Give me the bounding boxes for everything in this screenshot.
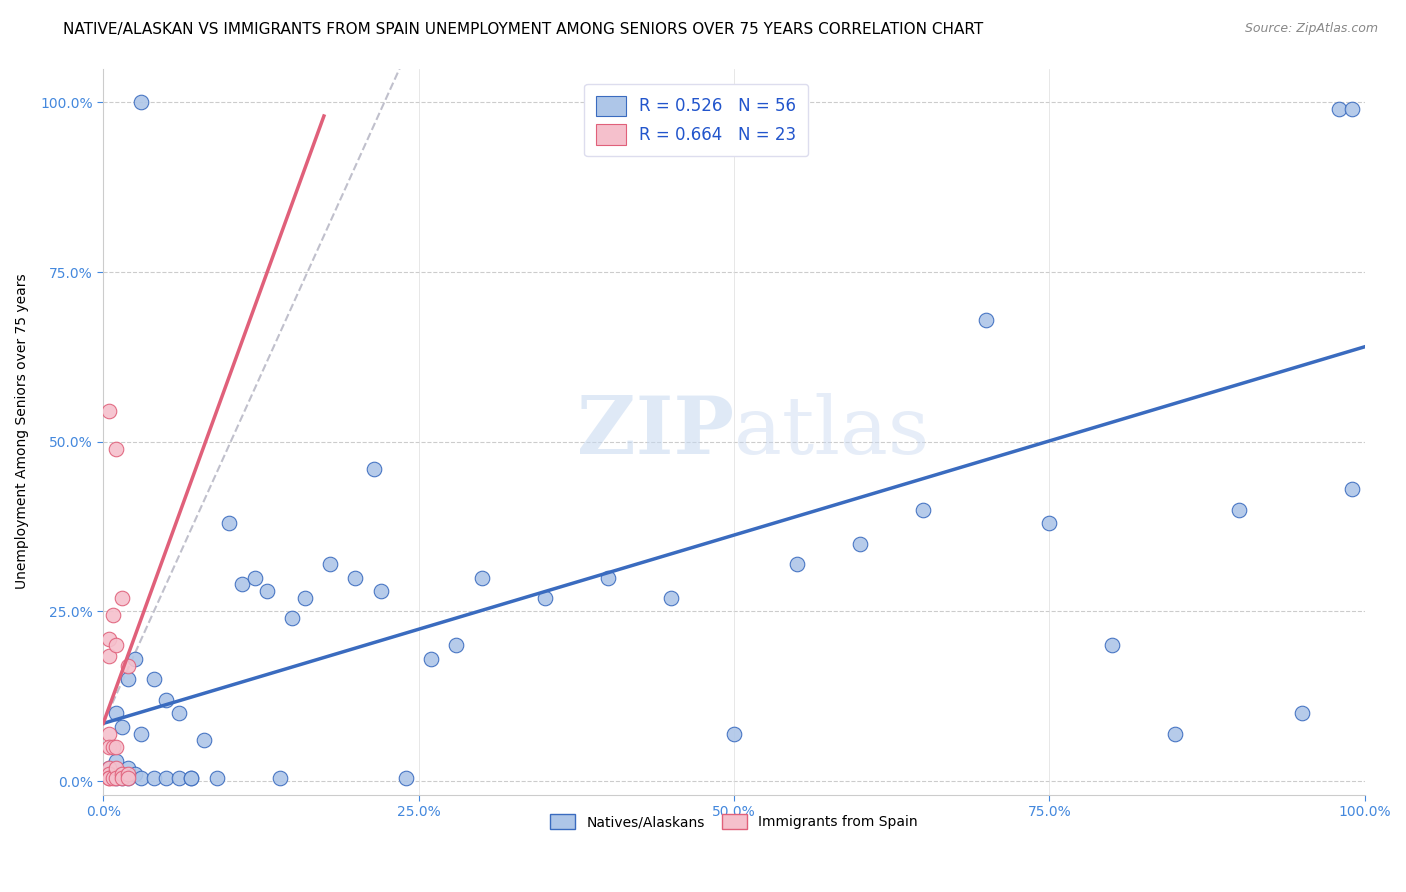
Point	[104, 754, 127, 768]
Point	[1329, 102, 1351, 116]
Point	[104, 706, 127, 721]
Point	[111, 591, 134, 605]
Point	[180, 771, 202, 785]
Text: NATIVE/ALASKAN VS IMMIGRANTS FROM SPAIN UNEMPLOYMENT AMONG SENIORS OVER 75 YEARS: NATIVE/ALASKAN VS IMMIGRANTS FROM SPAIN …	[63, 22, 984, 37]
Point	[98, 760, 121, 774]
Point	[98, 726, 121, 740]
Point	[370, 584, 392, 599]
Point	[786, 557, 808, 571]
Point	[180, 771, 202, 785]
Point	[659, 591, 682, 605]
Point	[129, 726, 152, 740]
Point	[104, 760, 127, 774]
Text: Source: ZipAtlas.com: Source: ZipAtlas.com	[1244, 22, 1378, 36]
Point	[98, 771, 121, 785]
Point	[117, 771, 139, 785]
Point	[167, 706, 190, 721]
Point	[344, 570, 367, 584]
Point	[231, 577, 253, 591]
Point	[98, 760, 121, 774]
Text: ZIP: ZIP	[576, 392, 734, 471]
Point	[155, 771, 177, 785]
Point	[1164, 726, 1187, 740]
Point	[269, 771, 291, 785]
Point	[142, 771, 165, 785]
Point	[98, 648, 121, 663]
Point	[98, 632, 121, 646]
Point	[256, 584, 278, 599]
Text: atlas: atlas	[734, 392, 929, 471]
Point	[974, 312, 997, 326]
Point	[103, 767, 125, 781]
Point	[117, 658, 139, 673]
Point	[103, 740, 125, 755]
Point	[103, 771, 125, 785]
Legend: Natives/Alaskans, Immigrants from Spain: Natives/Alaskans, Immigrants from Spain	[546, 809, 922, 835]
Point	[363, 462, 385, 476]
Point	[124, 652, 146, 666]
Point	[124, 767, 146, 781]
Point	[117, 771, 139, 785]
Point	[281, 611, 304, 625]
Point	[1341, 102, 1364, 116]
Point	[1038, 516, 1060, 531]
Point	[1101, 639, 1123, 653]
Point	[117, 673, 139, 687]
Point	[319, 557, 342, 571]
Point	[218, 516, 240, 531]
Point	[98, 771, 121, 785]
Point	[912, 502, 935, 516]
Point	[723, 726, 745, 740]
Point	[98, 740, 121, 755]
Point	[104, 639, 127, 653]
Point	[142, 673, 165, 687]
Point	[167, 771, 190, 785]
Point	[104, 740, 127, 755]
Point	[103, 607, 125, 622]
Point	[104, 442, 127, 456]
Point	[155, 692, 177, 706]
Point	[98, 767, 121, 781]
Point	[849, 536, 872, 550]
Point	[111, 771, 134, 785]
Point	[193, 733, 215, 747]
Point	[111, 771, 134, 785]
Point	[446, 639, 468, 653]
Point	[129, 95, 152, 110]
Point	[117, 767, 139, 781]
Point	[129, 771, 152, 785]
Point	[98, 404, 121, 418]
Point	[104, 771, 127, 785]
Point	[533, 591, 555, 605]
Point	[1227, 502, 1250, 516]
Point	[205, 771, 228, 785]
Point	[117, 760, 139, 774]
Point	[111, 767, 134, 781]
Point	[111, 720, 134, 734]
Point	[1341, 483, 1364, 497]
Point	[471, 570, 494, 584]
Point	[596, 570, 619, 584]
Point	[243, 570, 266, 584]
Point	[294, 591, 316, 605]
Point	[1291, 706, 1313, 721]
Point	[395, 771, 418, 785]
Point	[420, 652, 443, 666]
Point	[104, 771, 127, 785]
Y-axis label: Unemployment Among Seniors over 75 years: Unemployment Among Seniors over 75 years	[15, 274, 30, 590]
